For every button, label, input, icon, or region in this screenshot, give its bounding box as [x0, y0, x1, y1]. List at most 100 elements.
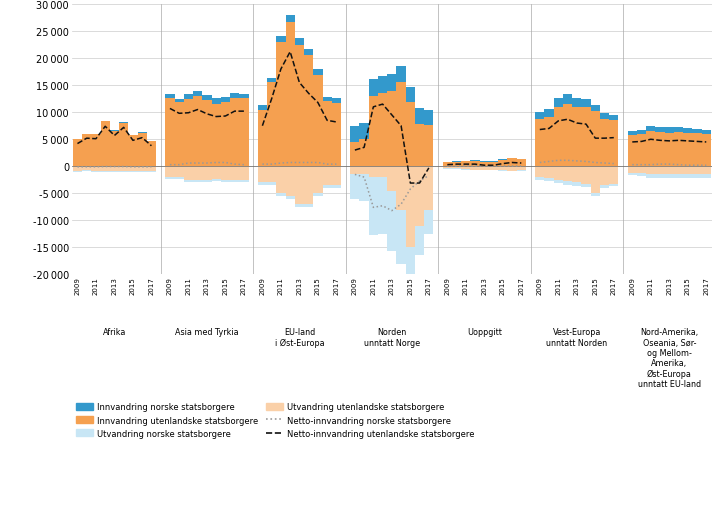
- Bar: [202, 96, 211, 101]
- Bar: [702, 167, 711, 175]
- Bar: [295, 45, 304, 167]
- Bar: [563, 182, 572, 186]
- Bar: [239, 98, 249, 167]
- Bar: [609, 184, 618, 187]
- Bar: [692, 134, 702, 167]
- Bar: [175, 178, 184, 180]
- Text: Asia med Tyrkia: Asia med Tyrkia: [175, 327, 239, 336]
- Bar: [406, 103, 415, 167]
- Bar: [489, 170, 498, 171]
- Bar: [82, 134, 91, 135]
- Bar: [443, 163, 452, 167]
- Bar: [664, 133, 674, 167]
- Bar: [628, 136, 637, 167]
- Bar: [702, 130, 711, 134]
- Bar: [304, 56, 313, 167]
- Bar: [230, 180, 239, 183]
- Bar: [202, 180, 211, 183]
- Bar: [295, 39, 304, 45]
- Bar: [378, 178, 388, 234]
- Bar: [304, 167, 313, 205]
- Bar: [656, 167, 664, 175]
- Bar: [184, 167, 193, 180]
- Bar: [544, 167, 554, 179]
- Bar: [656, 133, 664, 167]
- Bar: [461, 162, 470, 167]
- Bar: [388, 75, 396, 92]
- Bar: [184, 180, 193, 183]
- Bar: [572, 167, 582, 183]
- Bar: [591, 194, 600, 196]
- Bar: [110, 171, 119, 173]
- Bar: [517, 160, 526, 167]
- Bar: [239, 180, 249, 183]
- Bar: [396, 83, 406, 167]
- Bar: [508, 159, 517, 167]
- Bar: [406, 248, 415, 286]
- Bar: [350, 167, 360, 175]
- Bar: [563, 95, 572, 105]
- Bar: [415, 227, 424, 256]
- Bar: [331, 186, 341, 188]
- Bar: [91, 171, 101, 173]
- Bar: [313, 70, 323, 76]
- Bar: [313, 194, 323, 196]
- Bar: [424, 110, 434, 125]
- Bar: [535, 120, 544, 167]
- Bar: [369, 178, 378, 236]
- Bar: [656, 128, 664, 133]
- Bar: [73, 140, 82, 167]
- Bar: [331, 99, 341, 104]
- Bar: [406, 167, 415, 248]
- Bar: [544, 117, 554, 167]
- Bar: [683, 175, 692, 178]
- Bar: [415, 167, 424, 227]
- Bar: [508, 158, 517, 159]
- Bar: [572, 183, 582, 187]
- Bar: [582, 167, 591, 184]
- Bar: [646, 127, 656, 132]
- Bar: [702, 175, 711, 178]
- Bar: [609, 116, 618, 121]
- Bar: [221, 167, 230, 180]
- Bar: [82, 171, 91, 172]
- Bar: [369, 79, 378, 97]
- Bar: [544, 179, 554, 182]
- Bar: [406, 88, 415, 103]
- Bar: [369, 167, 378, 178]
- Bar: [221, 97, 230, 103]
- Bar: [683, 167, 692, 175]
- Bar: [193, 97, 202, 167]
- Bar: [535, 178, 544, 180]
- Bar: [119, 123, 128, 124]
- Legend: Innvandring norske statsborgere, Innvandring utenlandske statsborgere, Utvandrin: Innvandring norske statsborgere, Innvand…: [76, 403, 475, 438]
- Bar: [147, 171, 156, 173]
- Bar: [591, 112, 600, 167]
- Bar: [165, 178, 175, 180]
- Bar: [646, 175, 656, 178]
- Bar: [609, 167, 618, 184]
- Bar: [646, 132, 656, 167]
- Bar: [165, 98, 175, 167]
- Bar: [461, 169, 470, 170]
- Bar: [480, 163, 489, 167]
- Bar: [147, 142, 156, 167]
- Bar: [128, 172, 137, 173]
- Bar: [517, 167, 526, 171]
- Bar: [73, 167, 82, 171]
- Bar: [285, 16, 295, 23]
- Bar: [517, 159, 526, 160]
- Bar: [276, 37, 285, 43]
- Bar: [443, 167, 452, 169]
- Bar: [396, 67, 406, 83]
- Bar: [554, 167, 563, 180]
- Bar: [73, 171, 82, 173]
- Text: Afrika: Afrika: [103, 327, 126, 336]
- Bar: [470, 170, 480, 171]
- Bar: [295, 205, 304, 207]
- Bar: [73, 139, 82, 140]
- Bar: [128, 136, 137, 167]
- Bar: [591, 167, 600, 194]
- Bar: [101, 122, 110, 167]
- Bar: [378, 77, 388, 94]
